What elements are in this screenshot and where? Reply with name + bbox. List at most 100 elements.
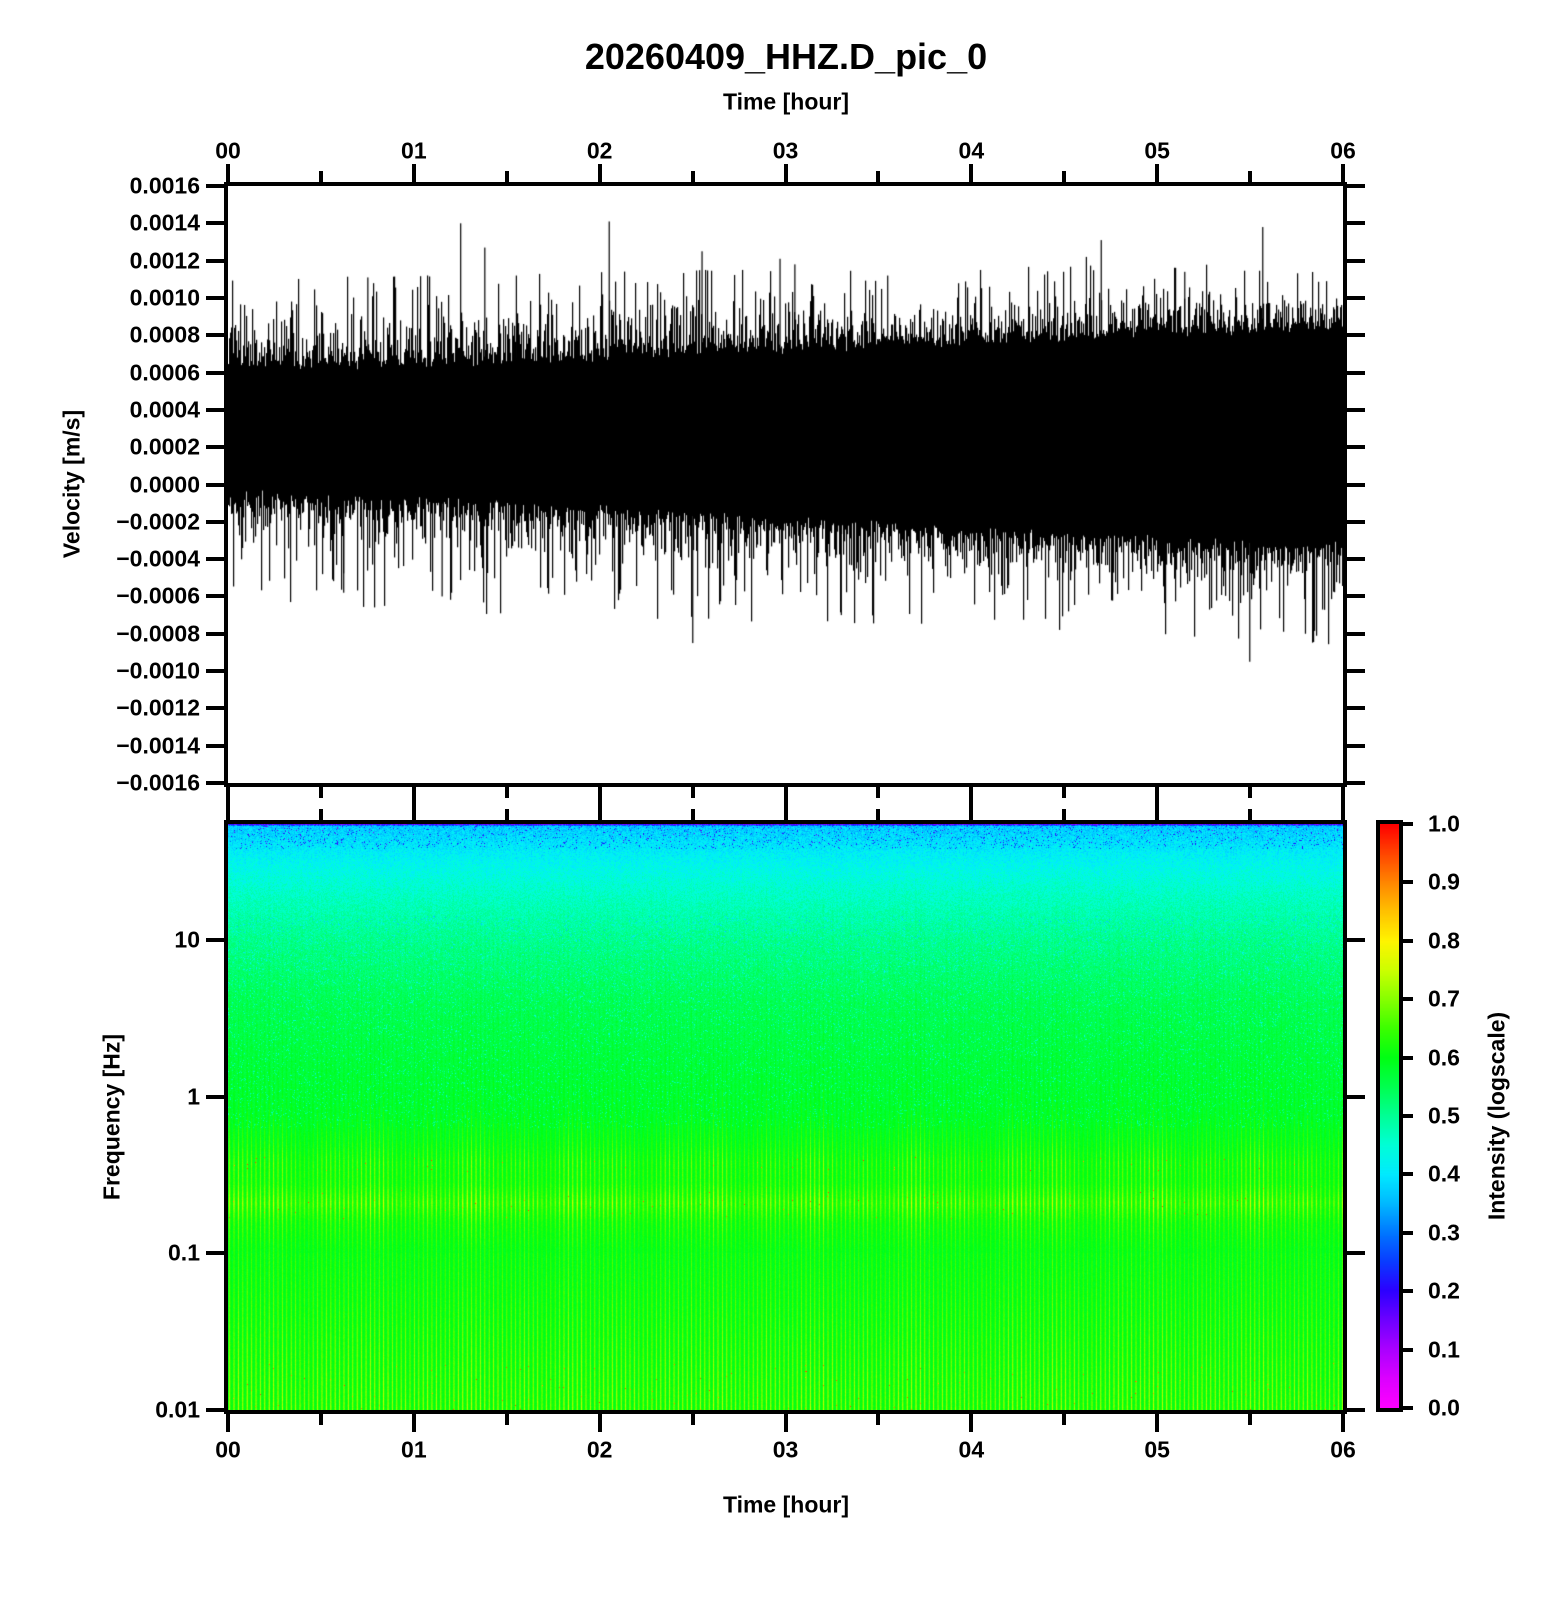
velocity-tick-left: [206, 258, 224, 263]
colorbar-tick: [1399, 997, 1413, 1002]
velocity-tick-right: [1347, 781, 1365, 785]
spectrogram-bottom-tick-label: 01: [401, 1436, 427, 1463]
frequency-tick-right: [1347, 1251, 1365, 1256]
spectrogram-bottom-tick-label: 05: [1144, 1436, 1170, 1463]
frequency-tick-right: [1347, 1408, 1365, 1412]
waveform-top-major-tick: [1341, 164, 1345, 182]
colorbar-tick: [1399, 1347, 1413, 1352]
velocity-tick-label: 0.0014: [129, 209, 200, 236]
velocity-tick-right: [1347, 669, 1365, 674]
colorbar-tick: [1399, 1055, 1413, 1060]
velocity-tick-right: [1347, 407, 1365, 412]
velocity-tick-left: [206, 221, 224, 226]
velocity-tick-right: [1347, 184, 1365, 188]
colorbar-tick: [1399, 1406, 1413, 1410]
spectrogram-bottom-minor-tick: [318, 1414, 323, 1425]
spectrogram-bottom-minor-tick: [690, 1414, 695, 1425]
colorbar-tick-label: 0.6: [1428, 1044, 1460, 1071]
velocity-tick-label: 0.0016: [129, 172, 200, 199]
velocity-tick-left: [206, 445, 224, 450]
waveform-bottom-minor-tick: [876, 787, 881, 798]
velocity-tick-left: [206, 781, 224, 785]
spectrogram-top-minor-tick: [1248, 809, 1253, 820]
spectrogram-bottom-major-tick: [783, 1414, 788, 1432]
spectrogram-bottom-minor-tick: [1062, 1414, 1067, 1425]
waveform-trace: [228, 186, 1343, 783]
spectrogram-top-minor-tick: [504, 809, 509, 820]
waveform-bottom-major-tick: [1341, 787, 1345, 805]
velocity-tick-left: [206, 295, 224, 300]
velocity-tick-left: [206, 669, 224, 674]
spectrogram-bottom-tick-label: 06: [1330, 1436, 1356, 1463]
colorbar-tick: [1399, 1230, 1413, 1235]
waveform-top-minor-tick: [504, 171, 509, 182]
velocity-tick-label: −0.0008: [116, 620, 200, 647]
spectrogram-bottom-major-tick: [1155, 1414, 1160, 1432]
spectrogram-bottom-tick-label: 00: [215, 1436, 241, 1463]
velocity-tick-right: [1347, 445, 1365, 450]
velocity-tick-right: [1347, 594, 1365, 599]
velocity-tick-right: [1347, 258, 1365, 263]
figure-title: 20260409_HHZ.D_pic_0: [584, 36, 988, 77]
colorbar-tick-label: 0.8: [1428, 927, 1460, 954]
colorbar-tick-label: 0.1: [1428, 1336, 1460, 1363]
waveform-top-major-tick: [226, 164, 230, 182]
spectrogram-top-major-tick: [1155, 802, 1160, 820]
frequency-tick-left: [206, 1094, 224, 1099]
spectrogram-top-major-tick: [1341, 802, 1345, 820]
waveform-top-minor-tick: [1062, 171, 1067, 182]
waveform-top-minor-tick: [690, 171, 695, 182]
waveform-bottom-minor-tick: [504, 787, 509, 798]
waveform-bottom-major-tick: [783, 787, 788, 805]
spectrogram-top-minor-tick: [876, 809, 881, 820]
waveform-top-tick-label: 00: [215, 137, 241, 164]
velocity-tick-left: [206, 557, 224, 562]
velocity-tick-left: [206, 706, 224, 711]
spectrogram-bottom-minor-tick: [876, 1414, 881, 1425]
waveform-bottom-major-tick: [597, 787, 602, 805]
velocity-tick-label: 0.0012: [129, 247, 200, 274]
waveform-top-minor-tick: [876, 171, 881, 182]
velocity-tick-label: 0.0004: [129, 396, 200, 423]
colorbar-tick-label: 1.0: [1428, 810, 1460, 837]
spectrogram-bottom-tick-label: 03: [772, 1436, 799, 1463]
velocity-tick-right: [1347, 333, 1365, 338]
colorbar-tick-label: 0.0: [1428, 1394, 1460, 1421]
waveform-bottom-major-tick: [226, 787, 230, 805]
velocity-tick-left: [206, 519, 224, 524]
waveform-top-major-tick: [969, 164, 974, 182]
waveform-top-tick-label: 06: [1330, 137, 1356, 164]
waveform-bottom-minor-tick: [690, 787, 695, 798]
spectrogram-bottom-major-tick: [969, 1414, 974, 1432]
frequency-tick-right: [1347, 937, 1365, 942]
velocity-tick-right: [1347, 221, 1365, 226]
colorbar-tick-label: 0.3: [1428, 1219, 1460, 1246]
colorbar-gradient: [1380, 824, 1399, 1408]
velocity-tick-left: [206, 370, 224, 375]
spectrogram-top-minor-tick: [1062, 809, 1067, 820]
waveform-top-major-tick: [1155, 164, 1160, 182]
frequency-tick-label: 0.01: [155, 1396, 200, 1423]
spectrogram-top-major-tick: [411, 802, 416, 820]
spectrogram-bottom-tick-label: 02: [586, 1436, 613, 1463]
colorbar-tick-label: 0.4: [1428, 1160, 1460, 1187]
frequency-tick-left: [206, 937, 224, 942]
spectrogram-bottom-major-tick: [226, 1414, 230, 1432]
spectrogram-bottom-minor-tick: [504, 1414, 509, 1425]
colorbar-tick-label: 0.7: [1428, 985, 1460, 1012]
top-time-axis-label: Time [hour]: [722, 88, 850, 115]
spectrogram-top-minor-tick: [318, 809, 323, 820]
colorbar-tick: [1399, 880, 1413, 885]
frequency-tick-label: 10: [174, 926, 200, 953]
velocity-tick-label: −0.0002: [116, 508, 200, 535]
spectrogram-top-major-tick: [783, 802, 788, 820]
waveform-top-tick-label: 04: [958, 137, 985, 164]
velocity-tick-label: 0.0002: [129, 433, 200, 460]
velocity-tick-label: 0.0000: [129, 471, 200, 497]
frequency-tick-label: 1: [187, 1083, 200, 1110]
waveform-bottom-minor-tick: [1062, 787, 1067, 798]
waveform-top-tick-label: 01: [401, 137, 427, 164]
velocity-tick-left: [206, 333, 224, 338]
velocity-tick-left: [206, 631, 224, 636]
